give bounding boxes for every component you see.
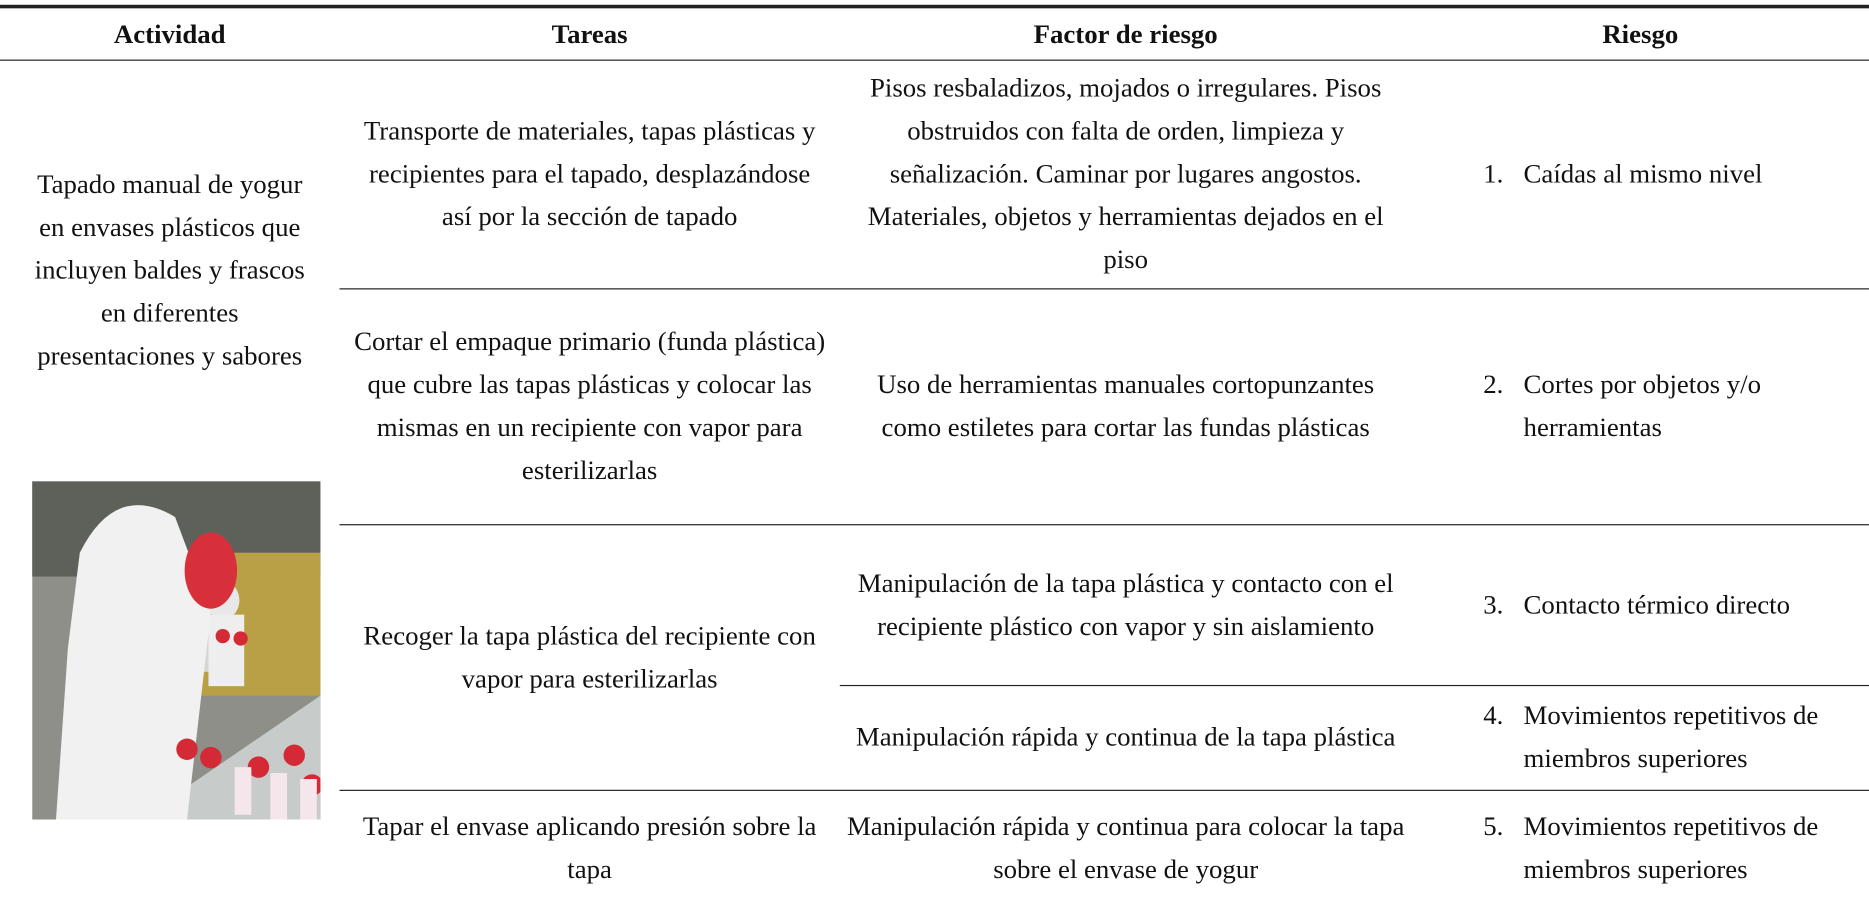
risk-cell: 5. Movimientos repetitivos de miembros su… bbox=[1412, 790, 1869, 905]
risk-cell: 3. Contacto térmico directo bbox=[1412, 524, 1869, 685]
factor-text: Manipulación de la tapa plástica y conta… bbox=[857, 567, 1394, 641]
risk-number: 1. bbox=[1483, 158, 1504, 189]
risk-text: Contacto térmico directo bbox=[1523, 589, 1790, 619]
factor-text: Pisos resbaladizos, mojados o irregulare… bbox=[867, 72, 1384, 274]
task-text: Cortar el empaque primario (funda plásti… bbox=[354, 326, 826, 485]
risk-item: 3. Contacto térmico directo bbox=[1412, 583, 1858, 626]
rule bbox=[339, 288, 1869, 290]
factor-cell: Manipulación rápida y continua de la tap… bbox=[840, 685, 1412, 790]
header-cell: Riesgo bbox=[1602, 19, 1679, 49]
task-text: Transporte de materiales, tapas plástica… bbox=[363, 115, 816, 232]
risk-text: Movimientos repetitivos de miembros supe… bbox=[1523, 700, 1819, 774]
task-text: Recoger la tapa plástica del recipiente … bbox=[363, 620, 816, 693]
risk-item: 5. Movimientos repetitivos de miembros su… bbox=[1412, 805, 1858, 891]
task-cell: Cortar el empaque primario (funda plásti… bbox=[339, 288, 839, 524]
task-cell: Transporte de materiales, tapas plástica… bbox=[339, 60, 839, 289]
task-cell: Recoger la tapa plástica del recipiente … bbox=[339, 524, 839, 790]
factor-cell: Uso de herramientas manuales cortopunzan… bbox=[840, 288, 1412, 524]
risk-cell: 2. Cortes por objetos y/o herramientas bbox=[1412, 288, 1869, 524]
factor-text: Manipulación rápida y continua para colo… bbox=[846, 810, 1405, 884]
risk-cell: 4. Movimientos repetitivos de miembros su… bbox=[1412, 685, 1869, 790]
header-cell: Actividad bbox=[113, 19, 226, 49]
task-cell: Tapar el envase aplicando presión sobre … bbox=[339, 790, 839, 905]
header-cell: Factor de riesgo bbox=[1033, 19, 1218, 49]
factor-cell: Pisos resbaladizos, mojados o irregulare… bbox=[840, 60, 1412, 289]
factor-text: Uso de herramientas manuales cortopunzan… bbox=[877, 369, 1375, 442]
header-cell: Tareas bbox=[551, 19, 628, 49]
rule bbox=[0, 4, 1869, 9]
factor-cell: Manipulación rápida y continua para colo… bbox=[840, 790, 1412, 905]
activity-cell: Tapado manual de yogur en envases plásti… bbox=[0, 64, 339, 475]
activity-text: Tapado manual de yogur en envases plásti… bbox=[34, 168, 305, 370]
risk-number: 4. bbox=[1483, 700, 1504, 731]
risk-item: 2. Cortes por objetos y/o herramientas bbox=[1412, 363, 1858, 449]
factor-cell: Manipulación de la tapa plástica y conta… bbox=[840, 524, 1412, 685]
rule bbox=[0, 59, 1869, 61]
task-text: Tapar el envase aplicando presión sobre … bbox=[362, 810, 817, 884]
rule bbox=[339, 789, 1869, 791]
risk-item: 4. Movimientos repetitivos de miembros su… bbox=[1412, 694, 1858, 780]
risk-cell: 1. Caídas al mismo nivel bbox=[1412, 60, 1869, 289]
factor-text: Manipulación rápida y continua de la tap… bbox=[855, 721, 1396, 752]
risk-text: Cortes por objetos y/o herramientas bbox=[1523, 369, 1762, 442]
rule bbox=[839, 684, 1869, 687]
risk-text: Caídas al mismo nivel bbox=[1523, 158, 1763, 189]
risk-number: 3. bbox=[1483, 589, 1504, 619]
rule bbox=[339, 524, 1869, 526]
activity-photo bbox=[32, 481, 321, 820]
risk-text: Movimientos repetitivos de miembros supe… bbox=[1523, 810, 1819, 884]
risk-number: 5. bbox=[1483, 810, 1504, 841]
risk-item: 1. Caídas al mismo nivel bbox=[1412, 152, 1858, 195]
risk-number: 2. bbox=[1483, 369, 1504, 400]
